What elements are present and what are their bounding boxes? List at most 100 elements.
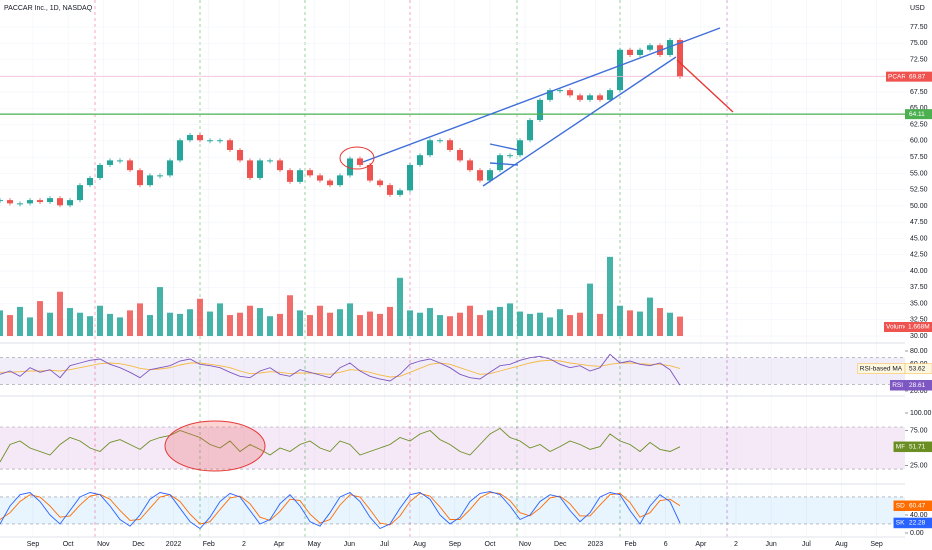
candle <box>157 175 163 177</box>
y-tick-label: 62.50 <box>910 121 928 128</box>
volume-bar <box>37 301 43 336</box>
y-tick-label: 25.00 <box>910 462 928 469</box>
volume-bar <box>517 311 523 336</box>
x-tick-label: Sep <box>27 541 40 548</box>
candle <box>397 190 403 195</box>
y-tick-label: 75.00 <box>910 427 928 434</box>
candle <box>477 170 483 181</box>
x-tick-label: Nov <box>97 541 110 548</box>
candle <box>527 120 533 141</box>
volume-name: Volume <box>886 324 908 331</box>
volume-bar <box>117 317 123 336</box>
series-name: RSI <box>892 382 903 389</box>
volume-bar <box>627 310 633 336</box>
candle <box>67 200 73 206</box>
currency: USD <box>910 5 925 12</box>
volume-bar <box>297 310 303 336</box>
volume-bar <box>557 309 563 336</box>
volume-bar <box>277 313 283 336</box>
volume-bar <box>427 308 433 336</box>
volume-bar <box>577 312 583 336</box>
indicator-line <box>0 427 681 463</box>
volume-bar <box>217 303 223 336</box>
y-tick-label: 42.50 <box>910 252 928 259</box>
x-tick-label: May <box>308 541 322 548</box>
series-value: 28.61 <box>909 382 926 389</box>
y-tick-label: 40.00 <box>910 268 928 275</box>
price-axis-bg <box>905 0 932 550</box>
volume-bar <box>547 317 553 336</box>
volume-bar <box>17 306 23 336</box>
volume-bar <box>197 298 203 336</box>
volume-bar <box>587 283 593 336</box>
volume-bar <box>77 312 83 336</box>
series-name: RSI-based MA <box>860 365 903 372</box>
candle <box>567 90 573 96</box>
y-tick-label: 50.00 <box>910 203 928 210</box>
series-name: SK <box>896 520 905 527</box>
candle <box>607 90 613 100</box>
volume-bar <box>47 312 53 336</box>
volume-bar <box>647 297 653 336</box>
y-tick-label: 65.00 <box>910 105 928 112</box>
candle <box>337 175 343 186</box>
series-value: 51.71 <box>909 444 926 451</box>
band <box>0 357 905 385</box>
volume-bar <box>597 313 603 336</box>
x-tick-label: Dec <box>554 541 567 548</box>
x-tick-label: Nov <box>519 541 532 548</box>
candle <box>207 140 213 142</box>
y-tick-label: 60.00 <box>910 138 928 145</box>
candle <box>497 155 503 171</box>
volume-bar <box>177 313 183 336</box>
candle <box>617 49 623 91</box>
candle <box>507 155 513 157</box>
candle <box>517 140 523 156</box>
volume-bar <box>507 303 513 336</box>
candle <box>57 198 63 206</box>
candle <box>217 140 223 142</box>
candle <box>167 160 173 176</box>
volume-bar <box>407 310 413 336</box>
candle <box>77 185 83 201</box>
volume-bar <box>57 291 63 336</box>
volume-bar <box>7 315 13 336</box>
volume-bar <box>447 316 453 336</box>
y-tick-label: 72.50 <box>910 56 928 63</box>
candle <box>317 175 323 181</box>
level-badge <box>905 109 932 120</box>
candle <box>427 140 433 156</box>
volume-value-badge <box>905 322 932 332</box>
volume-bar <box>317 305 323 336</box>
candle <box>47 198 53 203</box>
candle <box>577 95 583 100</box>
x-tick-label: 2022 <box>166 541 182 548</box>
candle <box>287 170 293 182</box>
x-tick-label: 2 <box>734 541 738 548</box>
volume-bar <box>257 308 263 336</box>
x-tick-label: 2023 <box>588 541 604 548</box>
candle <box>27 200 33 204</box>
symbol-badge <box>886 71 905 82</box>
y-tick-label: 47.50 <box>910 219 928 226</box>
volume-bar <box>267 316 273 336</box>
indicator-line <box>0 491 681 530</box>
volume-bar <box>397 277 403 336</box>
indicator-line <box>0 353 681 386</box>
volume-bar <box>497 306 503 336</box>
volume-bar <box>437 315 443 336</box>
candle <box>297 170 303 182</box>
candle <box>377 180 383 186</box>
candle <box>227 140 233 150</box>
symbol-label: PCAR <box>888 73 906 80</box>
volume-bar <box>157 287 163 336</box>
volume-bar <box>637 311 643 336</box>
volume-bar <box>137 303 143 336</box>
candle <box>177 140 183 161</box>
series-value: 60.47 <box>909 502 926 509</box>
candle <box>467 160 473 171</box>
candle <box>587 95 593 100</box>
candle <box>417 155 423 165</box>
overlay: 30.00 32.50 35.00 37.50 40.00 42.50 45.00 47.50… <box>857 24 932 537</box>
